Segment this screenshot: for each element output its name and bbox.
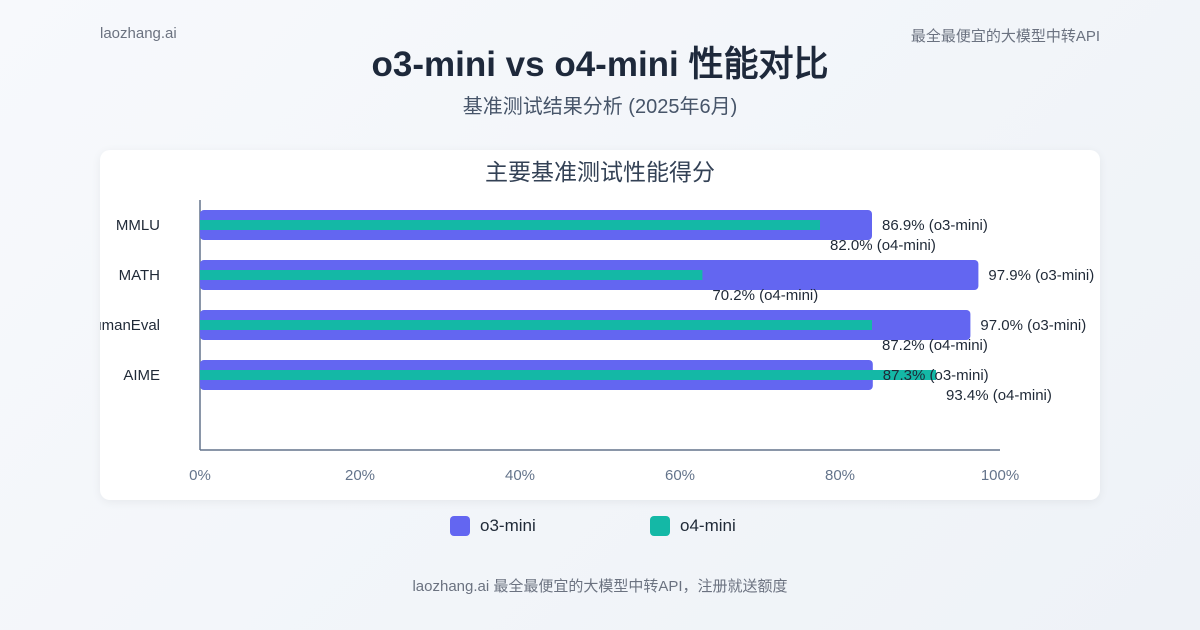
data-label-o3-mini: 86.9% (o3-mini) <box>882 217 988 234</box>
x-tick-label: 0% <box>189 467 211 484</box>
data-label-o3-mini: 97.9% (o3-mini) <box>988 267 1094 284</box>
bar-o4-mini <box>200 270 703 280</box>
legend-label-o4-mini: o4-mini <box>680 516 736 535</box>
x-tick-label: 60% <box>665 467 695 484</box>
data-label-o3-mini: 87.3% (o3-mini) <box>883 367 989 384</box>
y-category-label: HumanEval <box>100 317 160 334</box>
data-label-o3-mini: 97.0% (o3-mini) <box>980 317 1086 334</box>
data-label-o4-mini: 82.0% (o4-mini) <box>830 237 936 254</box>
legend-item-o3-mini[interactable]: o3-mini <box>450 516 536 536</box>
x-tick-label: 80% <box>825 467 855 484</box>
footer-text: laozhang.ai 最全最便宜的大模型中转API，注册就送额度 <box>412 578 788 595</box>
bar-o4-mini <box>200 220 820 230</box>
legend-item-o4-mini[interactable]: o4-mini <box>650 516 736 536</box>
bar-o4-mini <box>200 370 936 380</box>
legend-swatch-o3-mini <box>450 516 470 536</box>
x-tick-label: 20% <box>345 467 375 484</box>
y-category-label: MATH <box>119 267 160 284</box>
y-category-label: AIME <box>123 367 160 384</box>
legend-swatch-o4-mini <box>650 516 670 536</box>
bar-chart: 主要基准测试性能得分 0% 20% 40% 60% 80% 100% MMLU 86.9% (… <box>100 159 1094 484</box>
bar-o4-mini <box>200 320 872 330</box>
chart-card: 主要基准测试性能得分 0% 20% 40% 60% 80% 100% MMLU 86.9% (… <box>100 150 1100 500</box>
data-label-o4-mini: 70.2% (o4-mini) <box>712 287 818 304</box>
page-title: o3-mini vs o4-mini 性能对比 <box>371 45 829 84</box>
data-label-o4-mini: 93.4% (o4-mini) <box>946 387 1052 404</box>
x-tick-label: 40% <box>505 467 535 484</box>
legend-label-o3-mini: o3-mini <box>480 516 536 535</box>
x-tick-label: 100% <box>981 467 1019 484</box>
chart-title: 主要基准测试性能得分 <box>485 159 715 185</box>
legend: o3-mini o4-mini <box>0 516 1200 544</box>
data-label-o4-mini: 87.2% (o4-mini) <box>882 337 988 354</box>
brand-tagline: 最全最便宜的大模型中转API <box>910 28 1100 45</box>
y-category-label: MMLU <box>116 217 160 234</box>
page-subtitle: 基准测试结果分析 (2025年6月) <box>462 96 738 118</box>
brand-left: laozhang.ai <box>100 25 177 42</box>
